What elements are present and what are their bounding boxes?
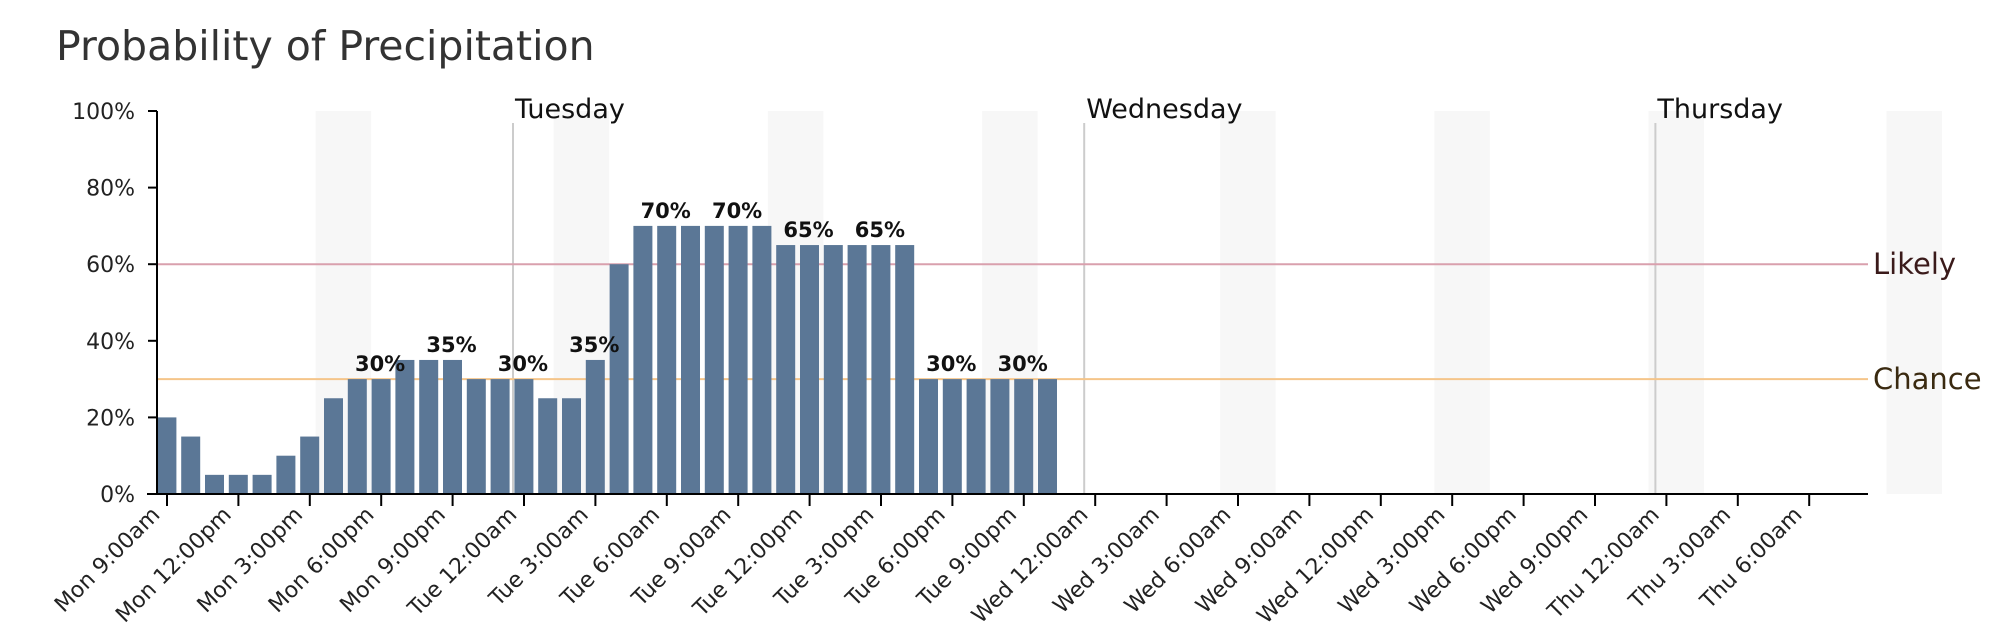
bar	[728, 225, 748, 494]
bar	[157, 417, 177, 494]
bar	[871, 245, 891, 494]
bar	[181, 436, 201, 494]
bar	[538, 398, 558, 494]
bars	[157, 225, 1057, 494]
data-label: 65%	[783, 218, 833, 242]
data-label: 65%	[855, 218, 905, 242]
day-label: Wednesday	[1086, 94, 1242, 125]
bar	[419, 359, 439, 494]
bar	[847, 245, 867, 494]
bar	[371, 379, 391, 494]
bar	[252, 474, 272, 494]
night-band	[1886, 111, 1942, 494]
y-tick-label: 20%	[86, 406, 135, 431]
night-band	[1648, 111, 1704, 494]
threshold-label-likely: Likely	[1873, 247, 1956, 281]
y-tick-label: 0%	[100, 483, 135, 508]
bar	[752, 225, 772, 494]
threshold-lines: Likely Chance	[157, 247, 1982, 396]
bar	[1014, 379, 1034, 494]
chart-title: Probability of Precipitation	[56, 22, 595, 70]
night-shading	[315, 111, 1942, 494]
bar	[276, 455, 296, 494]
bar	[443, 359, 462, 494]
bar	[205, 474, 224, 494]
bar	[347, 379, 367, 494]
bar	[300, 436, 320, 494]
bar	[395, 359, 415, 494]
bar	[942, 379, 962, 494]
bar	[514, 379, 534, 494]
bar	[800, 245, 819, 494]
data-label: 30%	[926, 352, 976, 376]
bar	[657, 225, 677, 494]
bar	[681, 225, 700, 494]
bar	[823, 245, 843, 494]
day-label: Thursday	[1656, 94, 1783, 125]
data-label: 35%	[569, 333, 619, 357]
data-label: 70%	[712, 199, 762, 223]
bar	[633, 225, 653, 494]
data-label: 30%	[998, 352, 1048, 376]
bar	[895, 245, 915, 494]
bar	[228, 474, 248, 494]
bar	[966, 379, 986, 494]
data-label: 30%	[355, 352, 405, 376]
bar	[609, 264, 629, 494]
y-tick-label: 100%	[72, 100, 135, 125]
bar	[1038, 379, 1057, 494]
bar	[466, 379, 486, 494]
bar	[990, 379, 1010, 494]
y-tick-label: 40%	[86, 330, 135, 355]
data-labels: 30% 35% 30% 35% 70% 70% 65% 65% 30% 30%	[355, 199, 1048, 376]
night-band	[1434, 111, 1490, 494]
bar	[704, 225, 724, 494]
bar	[324, 398, 343, 494]
day-label: Tuesday	[514, 94, 625, 125]
bar	[776, 245, 796, 494]
bar	[585, 359, 605, 494]
night-band	[1220, 111, 1276, 494]
y-tick-label: 80%	[86, 177, 135, 202]
y-tick-label: 60%	[86, 253, 135, 278]
bar	[490, 379, 510, 494]
data-label: 35%	[426, 333, 476, 357]
threshold-label-chance: Chance	[1873, 362, 1982, 396]
data-label: 30%	[498, 352, 548, 376]
bar	[562, 398, 581, 494]
data-label: 70%	[641, 199, 691, 223]
bar	[919, 379, 938, 494]
day-separators: Tuesday Wednesday Thursday	[512, 94, 1783, 494]
